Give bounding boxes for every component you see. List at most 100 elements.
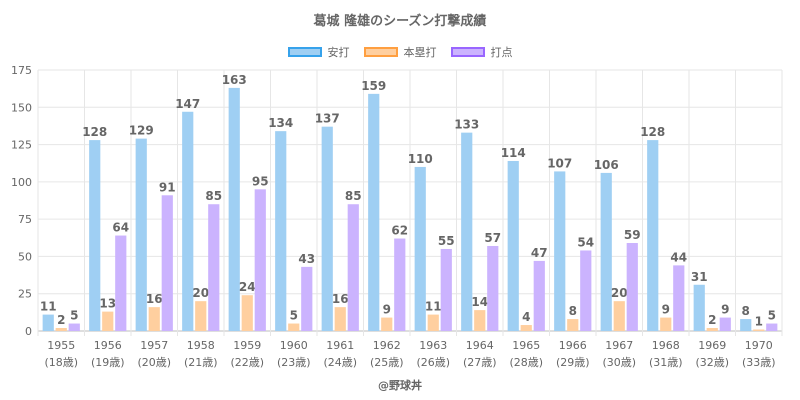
legend-item-hits[interactable]: 安打 (287, 44, 350, 60)
bar (102, 311, 114, 331)
data-label: 62 (391, 224, 408, 238)
bar (647, 140, 659, 331)
bar (753, 329, 765, 331)
bar (613, 301, 625, 331)
bar (580, 250, 592, 331)
bar (567, 319, 579, 331)
bar (301, 266, 313, 331)
data-label: 5 (290, 309, 298, 323)
bar (554, 171, 566, 331)
bar (182, 111, 194, 331)
data-label: 11 (40, 300, 57, 314)
bar (766, 323, 778, 331)
data-label: 129 (129, 124, 154, 138)
data-label: 114 (501, 146, 526, 160)
bar (487, 245, 499, 331)
y-tick-label: 0 (25, 325, 32, 338)
chart-title: 葛城 隆雄のシーズン打撃成績 (313, 14, 487, 29)
x-tick-sublabel: (24歳) (323, 356, 357, 369)
bar (228, 87, 240, 331)
data-label: 2 (708, 313, 716, 327)
x-tick-sublabel: (21歳) (184, 356, 218, 369)
x-tick-label: 1965 (512, 339, 540, 352)
x-tick-sublabel: (23歳) (277, 356, 311, 369)
bar (706, 328, 718, 331)
bar (241, 295, 253, 331)
data-label: 85 (205, 189, 222, 203)
data-label: 91 (159, 180, 176, 194)
data-label: 8 (742, 304, 750, 318)
bar (55, 328, 67, 331)
bar (115, 235, 127, 331)
data-label: 128 (640, 125, 665, 139)
x-tick-label: 1962 (373, 339, 401, 352)
x-tick-label: 1964 (466, 339, 494, 352)
x-tick-sublabel: (25歳) (370, 356, 404, 369)
x-tick-label: 1957 (140, 339, 168, 352)
y-tick-label: 25 (18, 288, 32, 301)
x-tick-sublabel: (18歳) (44, 356, 78, 369)
data-label: 128 (82, 125, 107, 139)
data-label: 2 (57, 313, 65, 327)
x-tick-sublabel: (33歳) (742, 356, 776, 369)
x-tick-sublabel: (30歳) (602, 356, 636, 369)
x-tick-label: 1967 (605, 339, 633, 352)
x-tick-sublabel: (31歳) (649, 356, 683, 369)
bar (461, 132, 473, 331)
bar (161, 195, 173, 331)
x-tick-sublabel: (19歳) (91, 356, 125, 369)
bar (507, 160, 519, 331)
x-tick-label: 1958 (187, 339, 215, 352)
legend-item-rbi[interactable]: 打点 (450, 44, 513, 60)
data-label: 133 (454, 118, 479, 132)
legend-label-hits: 安打 (327, 46, 350, 59)
data-label: 137 (315, 112, 340, 126)
data-label: 9 (662, 303, 670, 317)
y-tick-label: 125 (11, 139, 32, 152)
x-tick-sublabel: (22歳) (230, 356, 264, 369)
bar (394, 238, 406, 331)
data-label: 5 (70, 309, 78, 323)
legend-label-rbi: 打点 (490, 46, 513, 59)
data-label: 107 (547, 156, 572, 170)
data-label: 59 (624, 228, 641, 242)
bar (381, 317, 393, 331)
data-label: 44 (670, 250, 687, 264)
bar (600, 172, 612, 331)
bar (719, 317, 731, 331)
x-tick-sublabel: (32歳) (695, 356, 729, 369)
data-label: 31 (691, 270, 708, 284)
legend-item-homeruns[interactable]: 本塁打 (363, 44, 437, 60)
bar (474, 310, 486, 331)
data-label: 55 (438, 234, 455, 248)
data-label: 43 (298, 252, 315, 266)
data-label: 16 (146, 292, 163, 306)
bar (626, 243, 638, 331)
bar (148, 307, 160, 331)
data-label: 159 (361, 79, 386, 93)
legend-label-homeruns: 本塁打 (403, 46, 437, 59)
bar (321, 126, 333, 331)
x-tick-label: 1961 (326, 339, 354, 352)
x-tick-sublabel: (26歳) (416, 356, 450, 369)
data-label: 110 (408, 152, 433, 166)
y-tick-label: 75 (18, 213, 32, 226)
y-tick-label: 100 (11, 176, 32, 189)
bar (347, 204, 359, 331)
data-label: 163 (222, 73, 247, 87)
data-label: 134 (268, 116, 293, 130)
bar (427, 314, 439, 331)
bar (208, 204, 220, 331)
data-label: 14 (471, 295, 488, 309)
bar (414, 166, 426, 331)
y-tick-label: 150 (11, 101, 32, 114)
data-label: 13 (99, 297, 116, 311)
bar (440, 248, 452, 331)
x-tick-sublabel: (20歳) (137, 356, 171, 369)
bar (195, 301, 207, 331)
legend-swatch-homeruns (363, 47, 398, 57)
x-tick-label: 1966 (559, 339, 587, 352)
bar (288, 323, 300, 331)
